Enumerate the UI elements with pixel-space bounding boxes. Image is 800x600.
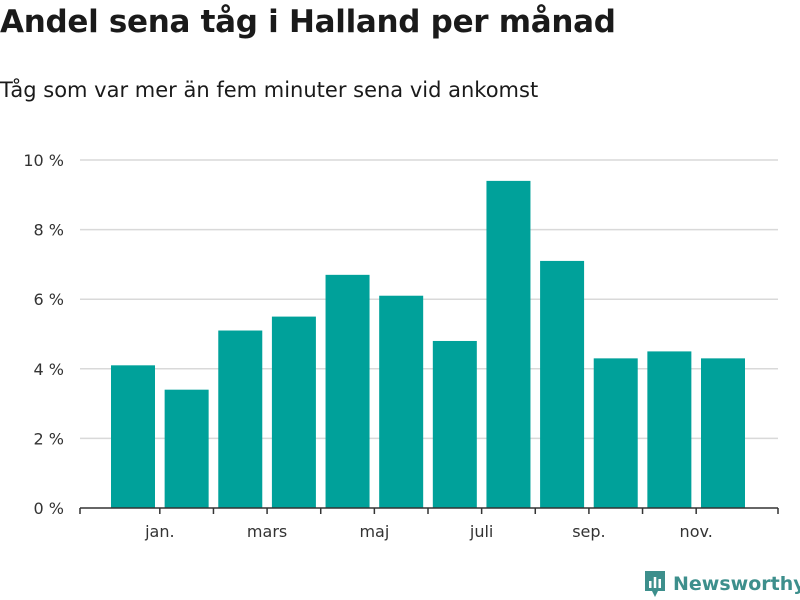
x-tick-label: nov. [680, 522, 713, 541]
bar-aug [540, 260, 585, 508]
y-tick-label: 10 % [23, 151, 64, 170]
y-tick-label: 2 % [34, 429, 64, 448]
x-tick-label: jan. [144, 522, 174, 541]
x-tick-label: juli [469, 522, 493, 541]
chart-subtitle: Tåg som var mer än fem minuter sena vid … [0, 78, 539, 102]
y-tick-label: 4 % [34, 360, 64, 379]
bar-nov [701, 358, 745, 508]
chart-title: Andel sena tåg i Halland per månad [0, 4, 616, 40]
bar-mars [271, 316, 316, 508]
bar-jan [164, 389, 209, 508]
bars [111, 180, 745, 508]
bar-juli [486, 180, 531, 508]
y-tick-label: 6 % [34, 290, 64, 309]
bar-apr [325, 274, 370, 508]
bar-sep [593, 358, 638, 508]
bar-maj [379, 295, 424, 508]
brand-name: Newsworthy [673, 573, 800, 595]
newsworthy-logo-icon [645, 571, 665, 597]
y-tick-label: 0 % [34, 499, 64, 518]
y-tick-label: 8 % [34, 221, 64, 240]
bar-juni [432, 340, 477, 508]
y-axis-labels: 0 % 2 % 4 % 6 % 8 % 10 % [23, 151, 64, 518]
x-axis-ticks: jan. mars maj juli sep. nov. [79, 508, 779, 541]
bar-dec [111, 365, 155, 508]
x-tick-label: sep. [572, 522, 605, 541]
x-tick-label: mars [247, 522, 287, 541]
newsworthy-logo: Newsworthy [643, 568, 800, 600]
bar-okt [647, 351, 692, 508]
bar-feb [218, 330, 263, 508]
x-tick-label: maj [359, 522, 389, 541]
